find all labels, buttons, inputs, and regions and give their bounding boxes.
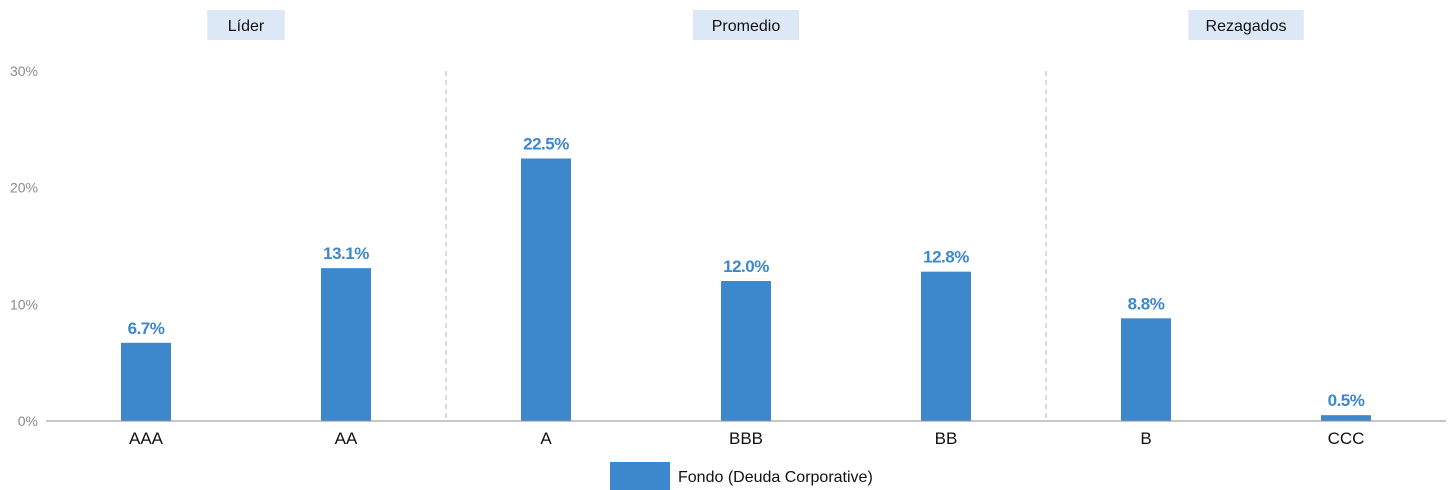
value-labels: 6.7% 13.1% 22.5% 12.0% 12.8% 8.8% 0.5% [128,135,1366,411]
group-label-box [693,10,799,40]
legend: Fondo (Deuda Corporative) [610,462,873,490]
bar-bbb [721,281,771,421]
x-tick-label: AAA [129,429,164,448]
value-label: 13.1% [323,244,369,263]
bar-bb [921,271,971,421]
group-label: Promedio [712,18,781,35]
x-tick-label: BBB [729,429,763,448]
x-tick-label: B [1140,429,1151,448]
x-tick-label: A [540,429,552,448]
y-tick-label: 20% [10,180,38,196]
group-label-box [1188,10,1304,40]
x-axis-labels: AAA AA A BBB BB B CCC [129,429,1364,448]
group-labels: Líder Promedio Rezagados [207,10,1304,40]
bar-aa [321,268,371,421]
value-label: 6.7% [128,319,165,338]
value-label: 22.5% [523,135,569,154]
value-label: 8.8% [1128,294,1165,313]
value-label: 12.8% [923,248,969,267]
bar-a [521,158,571,421]
group-label: Líder [228,18,265,35]
y-tick-label: 30% [10,63,38,79]
x-tick-label: AA [335,429,358,448]
bars [121,158,1371,421]
y-tick-label: 10% [10,296,38,312]
bar-b [1121,318,1171,421]
x-tick-label: CCC [1328,429,1365,448]
y-tick-label: 0% [18,413,38,429]
legend-swatch [610,462,670,490]
value-label: 0.5% [1328,391,1365,410]
group-label: Rezagados [1206,18,1287,35]
legend-label: Fondo (Deuda Corporative) [678,469,873,486]
x-tick-label: BB [935,429,958,448]
group-label-box [207,10,285,40]
y-axis: 0% 10% 20% 30% [10,63,38,429]
group-separators [445,71,1047,421]
value-label: 12.0% [723,257,769,276]
bar-aaa [121,342,171,421]
bar-ccc [1321,415,1371,421]
